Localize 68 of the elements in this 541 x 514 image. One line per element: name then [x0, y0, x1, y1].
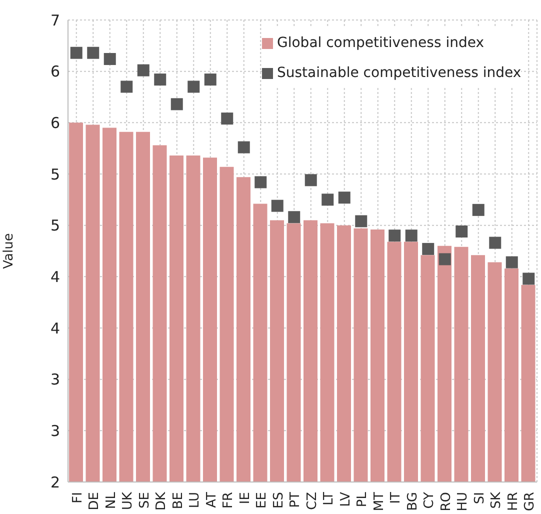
x-tick-label: RO [438, 492, 454, 512]
y-tick-label: 6 [50, 62, 60, 81]
x-tick-label: PT [288, 492, 304, 508]
y-tick-label: 3 [50, 422, 60, 440]
point [355, 215, 368, 228]
x-tick-label: IE [238, 492, 253, 504]
y-tick-label: 4 [50, 268, 60, 286]
legend-label: Global competitiveness index [277, 34, 484, 53]
point [254, 176, 267, 188]
y-tick-label: 3 [50, 370, 60, 389]
x-tick-label: FR [221, 492, 236, 509]
x-tick-label: ES [271, 492, 286, 508]
point [120, 80, 133, 93]
point [456, 225, 468, 238]
point [170, 98, 183, 110]
x-tick-label: NL [104, 491, 119, 509]
x-tick-label: AT [204, 492, 220, 508]
x-tick-label: GR [522, 492, 538, 512]
x-tick-label: SE [137, 492, 152, 508]
y-tick-label: 7 [50, 11, 60, 30]
x-tick-label: CZ [304, 492, 320, 510]
x-tick-label: MT [372, 492, 387, 512]
x-tick-label: UK [120, 492, 136, 510]
legend-label: Sustainable competitiveness index [277, 64, 522, 83]
point [154, 74, 166, 86]
point [388, 230, 401, 242]
point [288, 211, 300, 224]
y-tick-label: 6 [50, 114, 60, 132]
point [238, 141, 250, 154]
point [422, 242, 434, 255]
x-tick-label: SK [489, 492, 504, 509]
y-tick-label: 5 [50, 216, 60, 235]
point [338, 192, 350, 204]
point [322, 194, 334, 206]
x-tick-label: DE [87, 492, 102, 510]
point [405, 230, 418, 242]
y-tick-label: 4 [50, 319, 60, 338]
x-tick-label: HR [506, 492, 521, 511]
x-tick-label: HU [456, 492, 471, 512]
point [70, 46, 82, 59]
x-tick-label: BG [405, 492, 420, 511]
x-tick-label: FI [70, 492, 86, 504]
x-tick-label: LV [338, 492, 354, 507]
point [472, 204, 484, 216]
point [188, 80, 200, 93]
y-axis-title: Value [2, 233, 17, 269]
x-tick-label: EE [254, 492, 270, 508]
x-tick-label: DK [154, 492, 170, 511]
x-tick-label: SI [472, 492, 488, 504]
point [221, 112, 234, 125]
point [489, 236, 502, 249]
point [304, 174, 317, 186]
point [104, 53, 116, 66]
x-tick-label: LU [188, 492, 203, 508]
point [506, 256, 518, 268]
x-tick-label: PL [355, 491, 370, 508]
point [204, 74, 216, 86]
y-tick-label: 2 [50, 473, 60, 492]
point [271, 200, 284, 212]
x-tick-label: BE [170, 492, 186, 510]
point [438, 253, 451, 266]
point [137, 64, 150, 76]
x-tick-label: CY [422, 492, 438, 509]
y-tick-label: 5 [50, 165, 60, 184]
x-tick-label: IT [388, 492, 404, 504]
point [522, 272, 535, 285]
x-tick-label: LT [322, 492, 337, 506]
point [87, 46, 100, 59]
